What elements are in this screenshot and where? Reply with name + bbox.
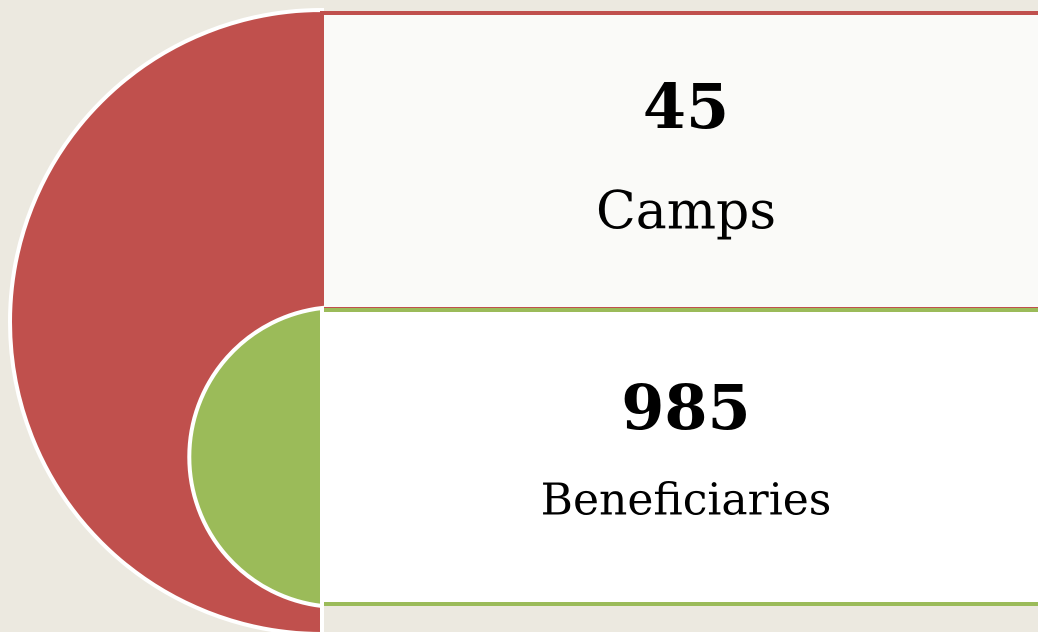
beneficiaries-value: 985	[621, 371, 750, 444]
beneficiaries-box	[320, 308, 1038, 606]
beneficiaries-label: Beneficiaries	[541, 475, 832, 526]
camps-value: 45	[643, 70, 729, 143]
camps-box	[320, 11, 1038, 311]
green-half-circle	[187, 305, 324, 609]
camps-label: Camps	[596, 182, 776, 242]
